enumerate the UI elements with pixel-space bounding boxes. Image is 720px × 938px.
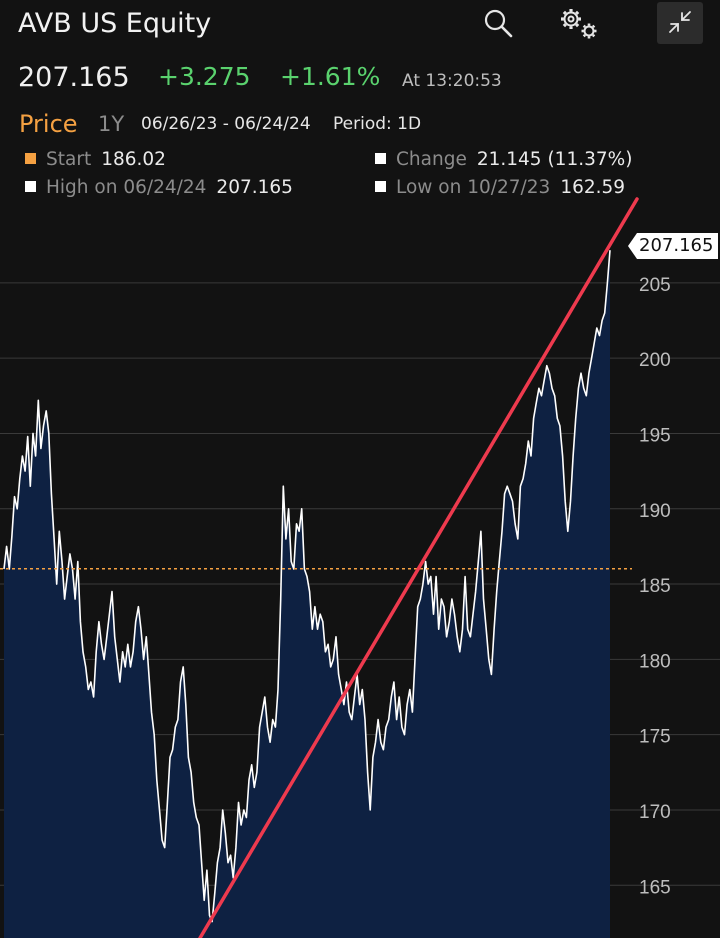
y-tick-label: 195 xyxy=(639,425,671,446)
stat-change: Change 21.145 (11.37%) xyxy=(375,149,632,170)
y-tick-label: 170 xyxy=(639,802,671,823)
field-selector[interactable]: Price xyxy=(19,110,78,138)
last-value-tag: 207.165 xyxy=(627,233,719,259)
period-selector[interactable]: Period: 1D xyxy=(333,114,422,134)
y-tick-label: 205 xyxy=(639,275,671,296)
y-tick-label: 185 xyxy=(639,576,671,597)
page-title: AVB US Equity xyxy=(18,8,212,39)
date-range[interactable]: 06/26/23 - 06/24/24 xyxy=(141,114,311,134)
price-line xyxy=(3,250,611,923)
legend-swatch xyxy=(375,153,386,164)
y-tick-label: 200 xyxy=(639,350,671,371)
gear-icon[interactable] xyxy=(557,6,601,42)
last-price: 207.165 xyxy=(18,62,130,93)
search-icon[interactable] xyxy=(483,8,513,38)
price-area xyxy=(4,250,610,938)
net-change: +3.275 xyxy=(158,62,251,91)
stat-start: Start 186.02 xyxy=(25,149,166,170)
quote-time: At 13:20:53 xyxy=(402,71,502,91)
y-tick-label: 190 xyxy=(639,501,671,522)
range-1y-button[interactable]: 1Y xyxy=(98,112,125,136)
collapse-icon xyxy=(669,11,691,33)
collapse-button[interactable] xyxy=(657,2,703,44)
percent-change: +1.61% xyxy=(280,62,381,91)
stat-high: High on 06/24/24 207.165 xyxy=(25,177,293,198)
quote-bar: 207.165 +3.275 +1.61% At 13:20:53 xyxy=(18,62,710,98)
y-tick-label: 165 xyxy=(639,877,671,898)
legend-swatch xyxy=(375,181,386,192)
legend-swatch xyxy=(25,181,36,192)
legend-swatch xyxy=(25,153,36,164)
stat-low: Low on 10/27/23 162.59 xyxy=(375,177,625,198)
y-tick-label: 180 xyxy=(639,651,671,672)
trend-line xyxy=(198,197,639,938)
y-tick-label: 175 xyxy=(639,727,671,748)
